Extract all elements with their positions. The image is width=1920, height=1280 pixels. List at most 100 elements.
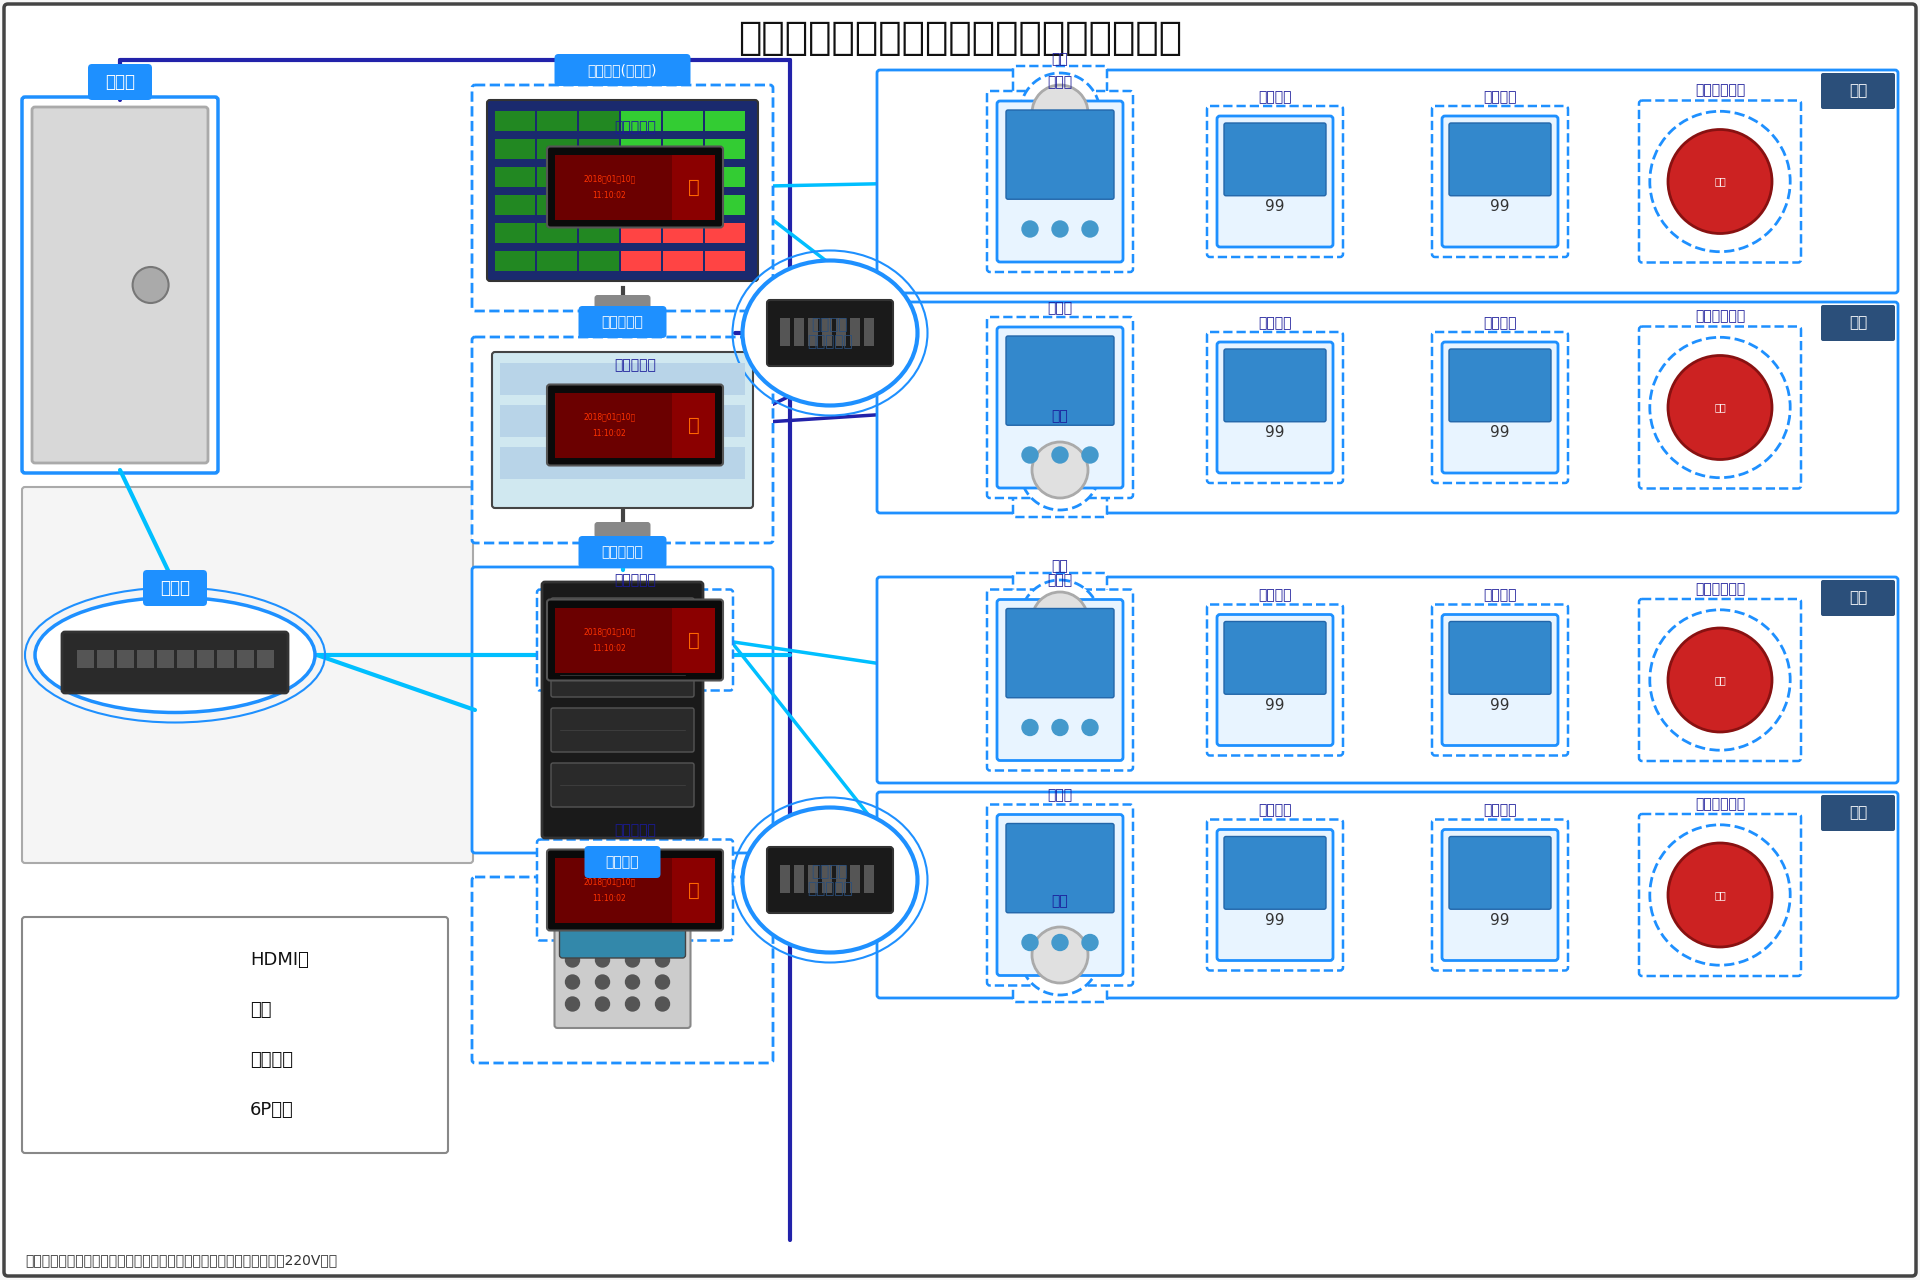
- Text: 电器箱: 电器箱: [106, 73, 134, 91]
- Text: 信息看板(机顶盒): 信息看板(机顶盒): [586, 63, 660, 78]
- Bar: [864, 317, 874, 346]
- FancyBboxPatch shape: [877, 792, 1899, 998]
- Bar: [555, 608, 674, 672]
- Circle shape: [1033, 927, 1089, 983]
- FancyBboxPatch shape: [1640, 326, 1801, 489]
- Text: 注：服务器、护士主机、信息看板、走廊显示屏、电源网络交换机均接220V电源: 注：服务器、护士主机、信息看板、走廊显示屏、电源网络交换机均接220V电源: [25, 1253, 338, 1267]
- Text: 11:10:02: 11:10:02: [593, 191, 626, 200]
- Circle shape: [1020, 915, 1100, 995]
- Text: 2018年01月10日: 2018年01月10日: [584, 412, 636, 421]
- Bar: [555, 155, 674, 219]
- Bar: [580, 166, 618, 187]
- FancyBboxPatch shape: [996, 814, 1123, 975]
- FancyBboxPatch shape: [1450, 349, 1551, 421]
- FancyBboxPatch shape: [1442, 829, 1557, 960]
- Ellipse shape: [35, 598, 315, 713]
- Bar: [98, 650, 113, 668]
- FancyBboxPatch shape: [1225, 837, 1327, 909]
- Text: 走廊显示屏: 走廊显示屏: [614, 823, 657, 837]
- Circle shape: [1668, 628, 1772, 732]
- Circle shape: [1083, 719, 1098, 736]
- Bar: [499, 364, 745, 396]
- FancyBboxPatch shape: [538, 590, 733, 690]
- FancyBboxPatch shape: [472, 877, 774, 1062]
- Circle shape: [1033, 84, 1089, 141]
- Text: 床头分机: 床头分机: [1484, 589, 1517, 603]
- Circle shape: [1021, 934, 1039, 951]
- Text: 病房: 病房: [1849, 315, 1866, 330]
- Bar: [780, 865, 789, 893]
- Bar: [662, 111, 703, 131]
- Circle shape: [1668, 844, 1772, 947]
- Text: 门灯: 门灯: [1052, 52, 1068, 67]
- Text: 护士主机: 护士主机: [605, 855, 639, 869]
- Circle shape: [566, 975, 580, 989]
- FancyBboxPatch shape: [1820, 795, 1895, 831]
- FancyBboxPatch shape: [33, 108, 207, 463]
- Circle shape: [1033, 591, 1089, 648]
- Circle shape: [1649, 111, 1789, 252]
- Ellipse shape: [743, 808, 918, 952]
- FancyBboxPatch shape: [1640, 101, 1801, 262]
- Circle shape: [626, 954, 639, 966]
- FancyBboxPatch shape: [538, 375, 733, 475]
- FancyBboxPatch shape: [996, 101, 1123, 262]
- FancyBboxPatch shape: [1208, 819, 1342, 970]
- FancyBboxPatch shape: [555, 927, 691, 1028]
- FancyBboxPatch shape: [1014, 67, 1108, 160]
- Text: 床头分机: 床头分机: [1258, 589, 1292, 603]
- Text: 电源网线: 电源网线: [250, 1051, 294, 1069]
- FancyBboxPatch shape: [541, 582, 703, 838]
- Text: 紧急: 紧急: [1715, 402, 1726, 412]
- FancyBboxPatch shape: [21, 916, 447, 1153]
- Bar: [705, 166, 745, 187]
- Circle shape: [1052, 221, 1068, 237]
- Text: 走廊显示屏: 走廊显示屏: [614, 358, 657, 372]
- FancyBboxPatch shape: [1006, 823, 1114, 913]
- Bar: [620, 195, 660, 215]
- Text: 6P网线: 6P网线: [250, 1101, 294, 1119]
- FancyBboxPatch shape: [551, 653, 693, 698]
- Circle shape: [1052, 934, 1068, 951]
- FancyBboxPatch shape: [4, 4, 1916, 1276]
- FancyBboxPatch shape: [1442, 614, 1557, 745]
- FancyBboxPatch shape: [877, 577, 1899, 783]
- FancyBboxPatch shape: [1217, 829, 1332, 960]
- FancyBboxPatch shape: [1432, 106, 1569, 257]
- Text: 2018年01月10日: 2018年01月10日: [584, 174, 636, 183]
- Bar: [808, 865, 818, 893]
- FancyBboxPatch shape: [996, 326, 1123, 488]
- Bar: [864, 865, 874, 893]
- Bar: [662, 223, 703, 243]
- Text: 门口机: 门口机: [1048, 788, 1073, 803]
- Circle shape: [626, 997, 639, 1011]
- FancyBboxPatch shape: [547, 850, 724, 931]
- FancyBboxPatch shape: [492, 352, 753, 508]
- Text: 2018年01月10日: 2018年01月10日: [584, 878, 636, 887]
- Bar: [705, 140, 745, 159]
- FancyBboxPatch shape: [547, 599, 724, 681]
- FancyBboxPatch shape: [88, 64, 152, 100]
- Text: 交换机: 交换机: [159, 579, 190, 596]
- Text: 11:10:02: 11:10:02: [593, 429, 626, 438]
- FancyBboxPatch shape: [538, 840, 733, 941]
- FancyBboxPatch shape: [1432, 819, 1569, 970]
- Circle shape: [566, 997, 580, 1011]
- Bar: [495, 111, 536, 131]
- Text: 维鼎康联医护对讲系统豪华系列布线示意图: 维鼎康联医护对讲系统豪华系列布线示意图: [737, 19, 1183, 58]
- Bar: [555, 858, 674, 923]
- Text: 静: 静: [687, 178, 699, 197]
- FancyBboxPatch shape: [996, 599, 1123, 760]
- FancyBboxPatch shape: [1006, 608, 1114, 698]
- FancyBboxPatch shape: [559, 916, 685, 957]
- Text: 床头分机: 床头分机: [1484, 90, 1517, 104]
- Bar: [662, 140, 703, 159]
- Bar: [662, 195, 703, 215]
- FancyBboxPatch shape: [1014, 908, 1108, 1002]
- Bar: [198, 650, 213, 668]
- Circle shape: [1021, 719, 1039, 736]
- FancyBboxPatch shape: [538, 137, 733, 238]
- Text: 护士站电脑: 护士站电脑: [601, 315, 643, 329]
- FancyBboxPatch shape: [61, 632, 288, 692]
- FancyBboxPatch shape: [1208, 106, 1342, 257]
